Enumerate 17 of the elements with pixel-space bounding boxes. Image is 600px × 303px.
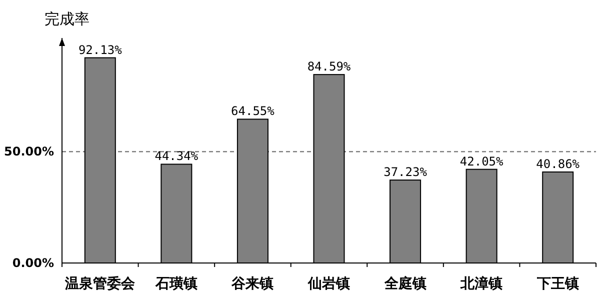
data-label: 84.59% — [307, 60, 352, 74]
data-label: 37.23% — [384, 165, 428, 180]
data-label: 42.05% — [460, 154, 504, 168]
x-tick-label: 谷来镇 — [230, 276, 274, 292]
data-label: 44.34% — [154, 149, 199, 164]
x-tick-label: 北漳镇 — [460, 275, 503, 292]
y-axis-title: 完成率 — [44, 10, 90, 28]
data-label: 64.55% — [231, 104, 276, 118]
x-tick-label: 温泉管委会 — [64, 275, 136, 292]
data-label: 92.13% — [78, 42, 123, 57]
data-label: 40.86% — [536, 156, 580, 171]
x-tick-label: 全庭镇 — [383, 275, 426, 292]
x-tick-label: 下王镇 — [536, 276, 579, 292]
y-tick-label: 50.00% — [4, 144, 54, 159]
x-tick-label: 石璜镇 — [154, 276, 198, 292]
x-tick-label: 仙岩镇 — [307, 276, 350, 292]
y-tick-label: 0.00% — [12, 256, 54, 270]
